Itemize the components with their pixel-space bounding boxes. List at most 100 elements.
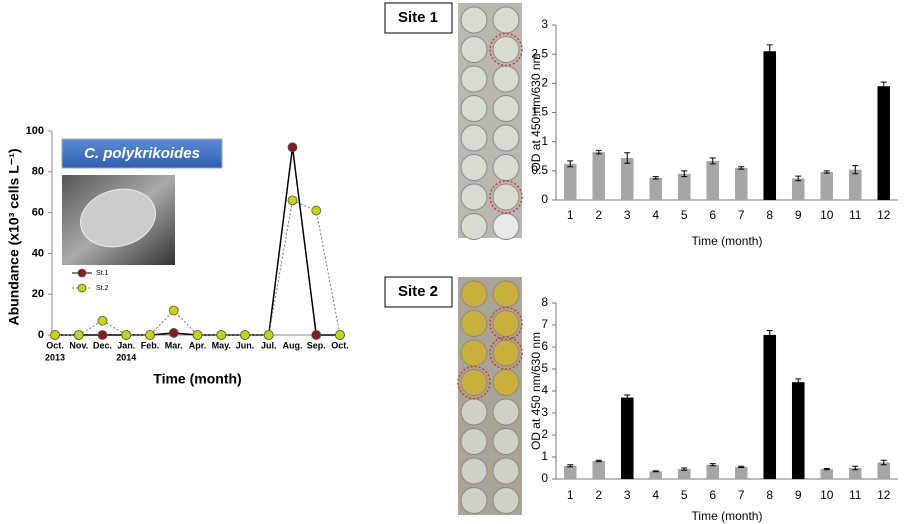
well [460, 36, 488, 63]
x-tick-label: 12 [877, 488, 891, 502]
marker [97, 315, 108, 326]
well [492, 124, 520, 152]
well [492, 398, 520, 426]
x-tick-label: Oct. [331, 340, 349, 350]
bar [734, 167, 748, 200]
well [492, 65, 520, 93]
highlight [457, 365, 491, 400]
y-tick-label: 2 [541, 427, 548, 441]
error-bar [795, 175, 802, 182]
well [492, 487, 520, 514]
y-tick-label: 7 [541, 317, 548, 331]
marker [121, 330, 132, 340]
error-bar [595, 459, 602, 463]
x-tick-label: Mar. [165, 340, 183, 350]
x-tick-label: 2 [595, 488, 602, 502]
y-tick-label: 0 [541, 192, 548, 206]
x-tick-label: 7 [738, 208, 745, 222]
error-bar [567, 464, 574, 468]
y-tick-label: 40 [32, 247, 44, 259]
error-bar [823, 170, 830, 174]
x-tick-label: 10 [820, 488, 834, 502]
x-axis-title: Time (month) [153, 371, 241, 387]
well [492, 36, 520, 63]
bar [592, 152, 606, 200]
x-tick-label: Jan. [117, 340, 135, 350]
well [460, 6, 488, 34]
well [460, 280, 488, 308]
x-tick-label: May. [212, 340, 231, 350]
well [460, 369, 488, 396]
chart-title: Site 1 [398, 9, 438, 26]
marker [145, 330, 155, 340]
chart-title: Site 2 [398, 283, 438, 300]
bar [848, 468, 862, 479]
marker [50, 330, 60, 340]
y-tick-label: 1 [541, 449, 548, 463]
x-year-label: 2014 [116, 352, 136, 362]
error-bar [852, 465, 859, 471]
x-tick-label: Feb. [141, 340, 160, 350]
x-tick-label: Dec. [93, 340, 112, 350]
site-box [384, 2, 453, 34]
bar [877, 86, 891, 200]
x-tick-label: 12 [877, 208, 891, 222]
error-bar [709, 463, 716, 467]
marker [240, 330, 250, 340]
y-tick-label: 3 [541, 17, 548, 31]
y-tick-label: 5 [541, 361, 548, 375]
marker [216, 330, 227, 340]
error-bar [595, 149, 602, 155]
well [492, 95, 520, 122]
y-tick-label: 3 [541, 405, 548, 419]
well [460, 428, 488, 455]
well [492, 6, 520, 34]
well [492, 310, 520, 337]
x-tick-label: 11 [849, 488, 862, 502]
bar [848, 169, 862, 200]
marker [192, 330, 203, 340]
x-tick-label: 3 [624, 208, 631, 222]
well [492, 213, 520, 240]
x-tick-label: 1 [567, 208, 574, 222]
legend-marker [77, 268, 87, 278]
bar [649, 177, 663, 200]
x-tick-label: Sep. [307, 340, 326, 350]
bar [677, 173, 691, 200]
well [492, 457, 520, 485]
marker [168, 305, 179, 316]
marker [168, 328, 179, 338]
bar [877, 462, 891, 479]
y-tick-label: 4 [541, 383, 548, 397]
legend-label: St.1 [96, 270, 109, 277]
x-tick-label: 10 [820, 208, 834, 222]
well [460, 398, 488, 426]
x-tick-label: 5 [681, 208, 688, 222]
x-tick-label: Jun. [236, 340, 255, 350]
marker [263, 330, 274, 340]
site-box [384, 276, 453, 308]
x-tick-label: 8 [766, 208, 773, 222]
y-tick-label: 100 [26, 125, 44, 137]
y-axis-title: OD at 450 nm/630 nm [529, 332, 543, 450]
error-bar [795, 378, 802, 386]
y-tick-label: 1.5 [531, 105, 548, 119]
error-bar [766, 44, 773, 59]
x-tick-label: 9 [795, 208, 802, 222]
well [492, 280, 520, 308]
x-tick-label: 9 [795, 488, 802, 502]
x-tick-label: 4 [652, 208, 659, 222]
y-tick-label: 0 [541, 471, 548, 485]
y-tick-label: 80 [32, 166, 44, 178]
bar [620, 158, 634, 200]
well [460, 154, 488, 181]
legend-marker [77, 283, 87, 293]
error-bar [852, 165, 859, 175]
wells [457, 6, 523, 514]
x-tick-label: 2 [595, 208, 602, 222]
error-bar [567, 160, 574, 168]
error-bar [681, 170, 688, 178]
well [492, 428, 520, 455]
x-tick-label: Aug. [283, 340, 303, 350]
highlight [489, 32, 523, 67]
